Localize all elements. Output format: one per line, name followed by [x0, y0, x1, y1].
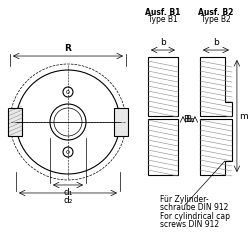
Text: For cylindrical cap: For cylindrical cap: [160, 212, 230, 221]
Text: R: R: [64, 44, 71, 53]
Text: screws DIN 912: screws DIN 912: [160, 220, 219, 229]
Text: Type B2: Type B2: [201, 15, 231, 24]
Text: b: b: [160, 38, 166, 47]
FancyBboxPatch shape: [8, 108, 22, 136]
Text: m: m: [239, 112, 248, 120]
Text: Type B1: Type B1: [148, 15, 178, 24]
Text: schraube DIN 912: schraube DIN 912: [160, 203, 228, 212]
FancyBboxPatch shape: [114, 108, 128, 136]
Text: Für Zylinder-: Für Zylinder-: [160, 195, 208, 204]
Text: Ausf. B1: Ausf. B1: [145, 8, 181, 17]
Text: b: b: [213, 38, 219, 47]
Bar: [148, 57, 178, 116]
Text: Ausf. B2: Ausf. B2: [198, 8, 234, 17]
Text: B₁: B₁: [185, 115, 195, 124]
Text: d₂: d₂: [63, 196, 73, 205]
Polygon shape: [200, 57, 232, 116]
Polygon shape: [200, 119, 232, 175]
Text: d₁: d₁: [63, 188, 73, 197]
Text: B₂: B₂: [183, 115, 193, 124]
Bar: [148, 119, 178, 175]
